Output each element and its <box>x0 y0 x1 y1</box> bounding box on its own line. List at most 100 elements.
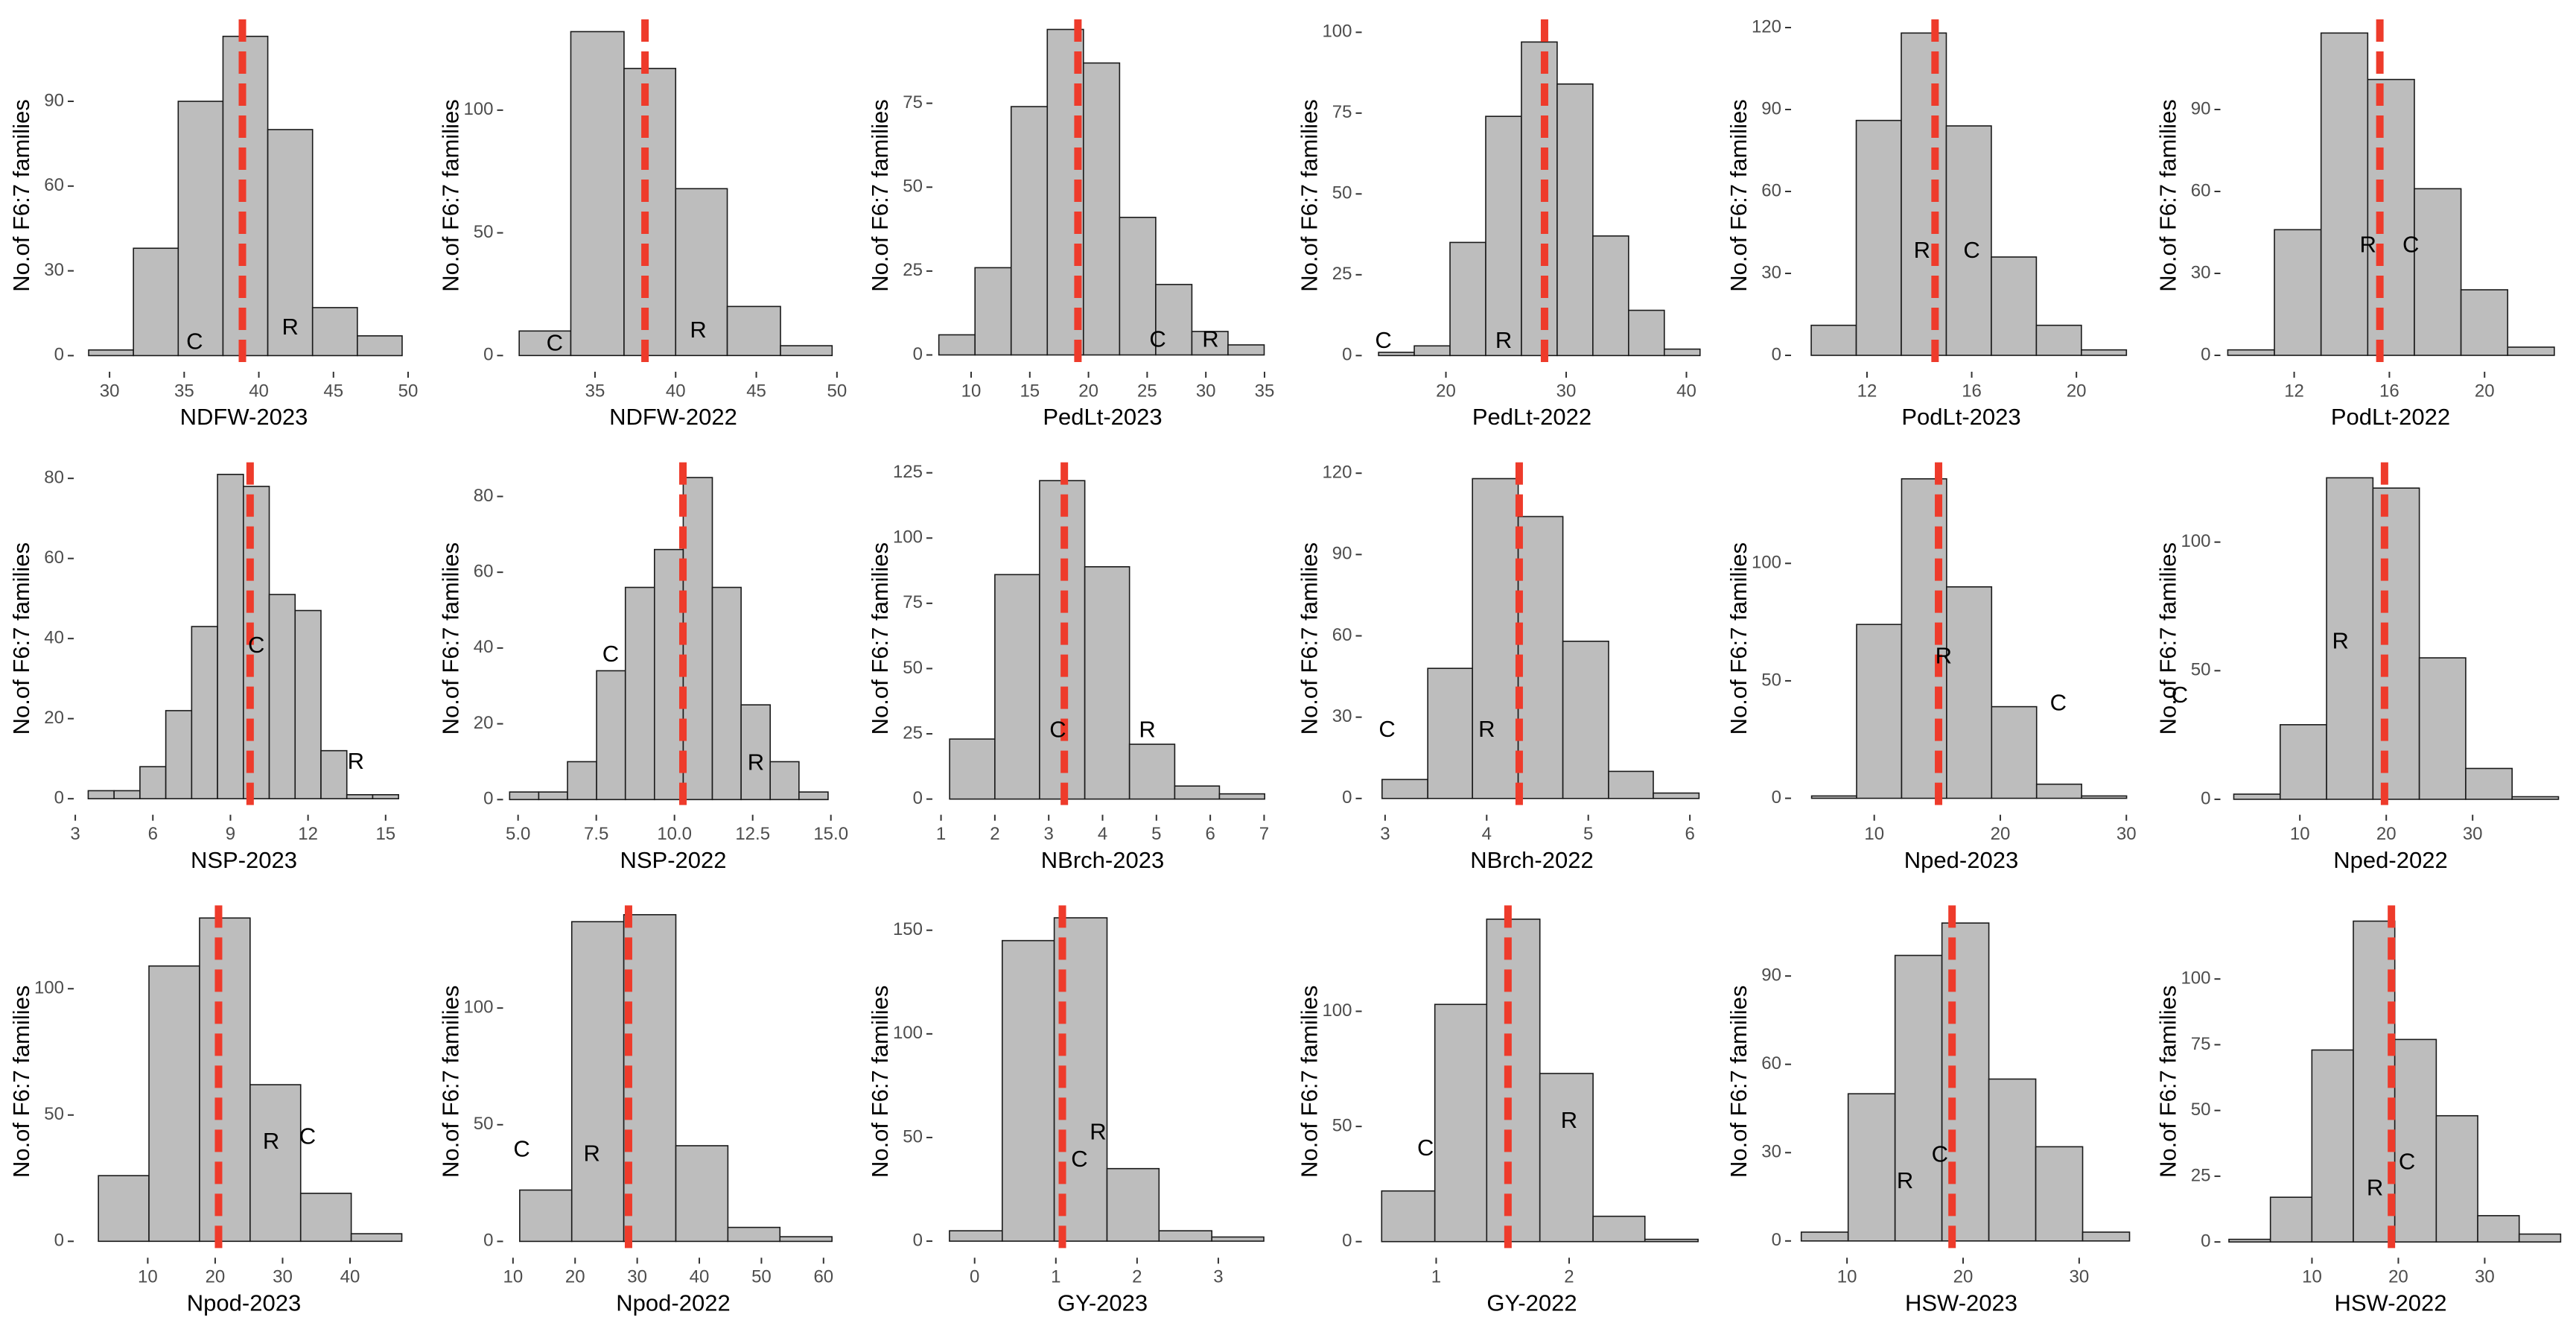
bar <box>1381 1190 1436 1243</box>
bar <box>1521 41 1558 357</box>
bar <box>1855 119 1902 356</box>
y-axis-label: No.of F6:7 families <box>1297 542 1323 735</box>
bar <box>509 791 540 801</box>
bar <box>2435 1114 2478 1243</box>
bar <box>1106 1167 1160 1242</box>
y-tick-label: 90 <box>1761 98 1781 118</box>
bar <box>596 670 626 801</box>
annotation: R <box>1936 643 1952 669</box>
bar <box>133 247 179 357</box>
annotation: R <box>1495 327 1512 353</box>
bar <box>88 349 134 357</box>
x-tick-label: 3 <box>70 824 80 844</box>
bar <box>113 790 141 799</box>
x-tick-label: 2 <box>1564 1267 1574 1287</box>
bar <box>1991 256 2038 356</box>
x-tick-label: 15.0 <box>813 824 848 844</box>
y-tick-label: 0 <box>1342 345 1352 365</box>
y-tick-label: 0 <box>2201 788 2210 808</box>
y-tick-label: 0 <box>1342 1231 1352 1251</box>
bar <box>299 1193 352 1243</box>
bar <box>2507 346 2555 356</box>
x-axis-label: HSW-2022 <box>2334 1290 2446 1316</box>
x-tick-label: 30 <box>2070 1267 2090 1287</box>
panel: 0 50 100 10 20 30 R C Nped-2023 No.of F6:7 famili… <box>1726 462 2137 873</box>
y-tick-label: 50 <box>2191 660 2211 680</box>
bar <box>87 790 115 799</box>
bar <box>1901 32 1947 356</box>
x-tick-label: 30 <box>1556 381 1577 401</box>
bar <box>1800 1231 1849 1242</box>
bar <box>165 710 193 799</box>
bar <box>570 921 625 1243</box>
annotation: R <box>690 317 706 343</box>
bar <box>1010 106 1049 356</box>
bar <box>350 1233 403 1243</box>
y-tick-label: 0 <box>483 789 493 809</box>
panel: 0 30 60 90 10 20 30 RC HSW-2023 No.of F6:7 famili… <box>1726 905 2131 1316</box>
x-tick-label: 45 <box>746 381 766 401</box>
bar <box>2279 724 2327 800</box>
bar <box>1663 348 1701 357</box>
x-tick-label: 6 <box>1205 824 1215 844</box>
bar <box>2326 477 2374 800</box>
y-tick-label: 60 <box>474 562 494 582</box>
x-tick-label: 10 <box>2302 1267 2322 1287</box>
y-tick-label: 30 <box>1332 706 1352 726</box>
x-tick-label: 30 <box>627 1267 647 1287</box>
bar <box>675 1145 729 1243</box>
annotation: R <box>1202 326 1218 352</box>
bar <box>2228 1238 2271 1243</box>
x-tick-label: 20 <box>2475 381 2495 401</box>
bar <box>1562 641 1609 799</box>
x-tick-label: 10 <box>1837 1267 1857 1287</box>
bar <box>623 68 677 357</box>
y-tick-label: 0 <box>913 788 923 808</box>
y-tick-label: 40 <box>474 637 494 657</box>
bar <box>2035 1146 2084 1242</box>
bar <box>1894 954 1943 1242</box>
annotation: R <box>1897 1167 1913 1193</box>
annotation: C <box>1932 1141 1948 1167</box>
x-tick-label: 3 <box>1380 824 1390 844</box>
bar <box>1084 566 1130 800</box>
bar <box>1083 62 1121 356</box>
y-tick-label: 25 <box>903 723 923 743</box>
y-axis-label: No.of F6:7 families <box>867 542 893 735</box>
x-tick-label: 35 <box>585 381 605 401</box>
bar <box>2035 783 2082 799</box>
y-tick-label: 150 <box>893 919 923 939</box>
y-tick-label: 100 <box>463 99 493 119</box>
bar <box>2233 793 2281 800</box>
bar <box>623 914 677 1243</box>
x-tick-label: 25 <box>1137 381 1157 401</box>
bar <box>2465 767 2513 800</box>
annotation: C <box>1049 717 1066 743</box>
y-tick-label: 20 <box>474 713 494 733</box>
annotation: R <box>348 748 364 774</box>
x-tick-label: 40 <box>1676 381 1696 401</box>
panel: 0 25 50 75 100 20 30 40 C R PedLt-2022 No.of F6:7 f… <box>1297 19 1701 430</box>
y-axis-label: No.of F6:7 families <box>1297 986 1323 1178</box>
bar <box>98 1175 150 1243</box>
x-tick-label: 30 <box>2117 824 2137 844</box>
panel: 0 30 60 90 30 35 40 45 50 C R NDFW-2023 No.of F6:7 f… <box>8 19 418 430</box>
bar <box>675 188 728 357</box>
bar <box>2414 188 2462 356</box>
bar <box>769 761 800 801</box>
x-tick-label: 15 <box>1020 381 1040 401</box>
bar <box>949 738 996 800</box>
y-tick-label: 50 <box>1332 183 1352 203</box>
y-tick-label: 60 <box>44 175 64 195</box>
y-tick-label: 75 <box>903 592 923 612</box>
x-tick-label: 20 <box>2067 381 2087 401</box>
bar <box>518 330 572 357</box>
bar <box>740 704 772 801</box>
y-tick-label: 100 <box>1322 22 1352 42</box>
x-tick-label: 4 <box>1482 824 1492 844</box>
y-tick-label: 50 <box>474 222 494 242</box>
x-tick-label: 7.5 <box>584 824 608 844</box>
x-tick-label: 20 <box>1991 824 2011 844</box>
bar <box>1485 115 1522 357</box>
